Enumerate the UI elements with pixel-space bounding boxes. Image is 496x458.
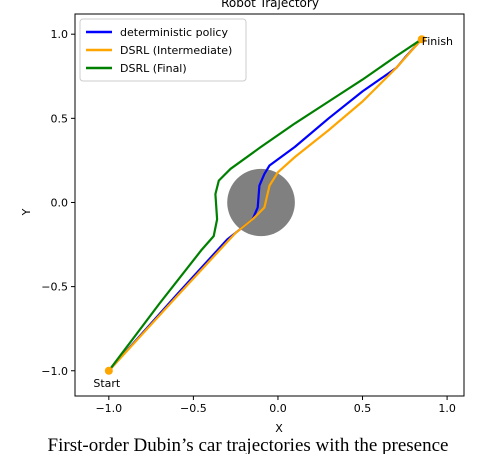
- obstacle: [227, 168, 295, 237]
- x-tick-label: 1.0: [438, 402, 456, 415]
- chart-title: Robot Trajectory: [221, 0, 319, 10]
- marker-label: Start: [93, 377, 121, 390]
- x-tick-label: 0.5: [354, 402, 372, 415]
- caption: First-order Dubin’s car trajectories wit…: [48, 435, 449, 454]
- plot: [107, 38, 423, 372]
- trajectory-line: [107, 38, 423, 372]
- y-tick-label: 0.0: [51, 196, 69, 209]
- x-tick-label: −0.5: [180, 402, 207, 415]
- x-axis-label: X: [275, 422, 283, 435]
- x-tick-label: −1.0: [95, 402, 122, 415]
- y-tick-label: 0.5: [51, 112, 69, 125]
- marker-point: [417, 35, 426, 44]
- x-tick-label: 0.0: [269, 402, 287, 415]
- trajectory-line: [107, 38, 423, 372]
- y-tick-label: −1.0: [41, 365, 68, 378]
- legend-box: [79, 18, 247, 82]
- legend-label: DSRL (Intermediate): [120, 44, 232, 57]
- y-axis-label: Y: [20, 208, 33, 216]
- marker-label: Finish: [422, 35, 453, 48]
- marker-point: [104, 366, 113, 375]
- y-tick-label: 1.0: [51, 28, 69, 41]
- plot-frame: [74, 13, 465, 397]
- legend-label: deterministic policy: [120, 26, 228, 39]
- y-tick-label: −0.5: [41, 281, 68, 294]
- legend-label: DSRL (Final): [120, 62, 187, 75]
